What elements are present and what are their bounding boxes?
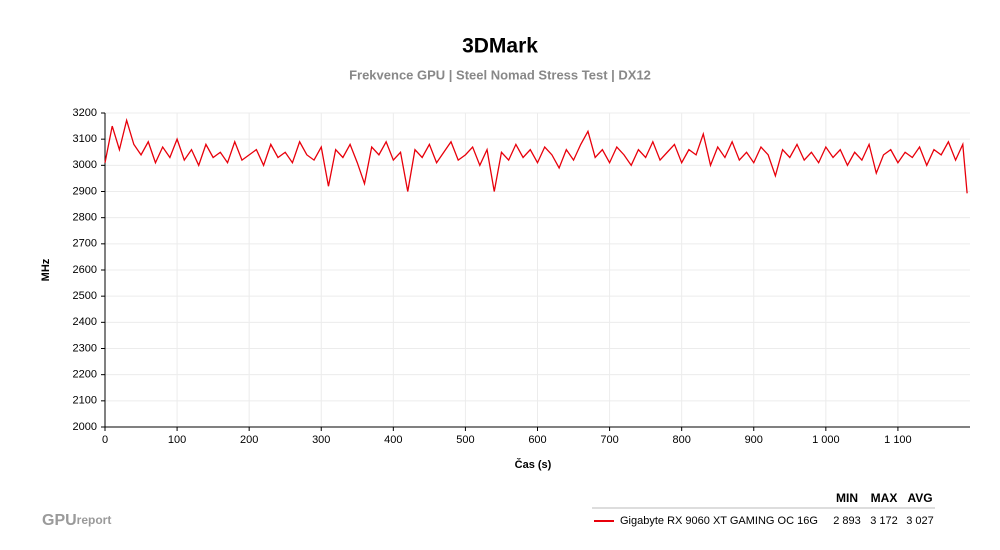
- y-tick-label: 2200: [73, 369, 97, 381]
- legend-header: MAX: [871, 491, 898, 505]
- y-tick-label: 2700: [73, 238, 97, 250]
- x-tick-label: 200: [240, 434, 258, 446]
- y-axis-label: MHz: [40, 258, 52, 281]
- y-tick-label: 2000: [73, 421, 97, 433]
- chart-title: 3DMark: [462, 35, 538, 58]
- x-tick-label: 100: [168, 434, 186, 446]
- y-tick-label: 2900: [73, 185, 97, 197]
- legend-stat: 3 027: [906, 515, 934, 527]
- x-tick-label: 600: [528, 434, 546, 446]
- y-tick-label: 2300: [73, 342, 97, 354]
- y-tick-label: 3100: [73, 133, 97, 145]
- legend-stat: 3 172: [870, 515, 898, 527]
- y-tick-label: 2400: [73, 316, 97, 328]
- x-tick-label: 1 000: [812, 434, 840, 446]
- x-tick-label: 700: [600, 434, 618, 446]
- x-tick-label: 500: [456, 434, 474, 446]
- watermark: GPUreport: [42, 512, 111, 529]
- x-tick-label: 800: [672, 434, 690, 446]
- legend-label: Gigabyte RX 9060 XT GAMING OC 16G: [620, 515, 818, 527]
- y-tick-label: 3000: [73, 159, 97, 171]
- data-line: [104, 117, 968, 194]
- legend-stat: 2 893: [833, 515, 861, 527]
- y-tick-label: 2500: [73, 290, 97, 302]
- chart-subtitle: Frekvence GPU | Steel Nomad Stress Test …: [349, 67, 651, 82]
- watermark-report: report: [77, 513, 112, 527]
- x-axis-label: Čas (s): [515, 458, 552, 471]
- y-tick-label: 3200: [73, 107, 97, 119]
- legend-header: AVG: [907, 491, 932, 505]
- x-tick-label: 300: [312, 434, 330, 446]
- watermark-gpu: GPU: [42, 512, 77, 529]
- x-tick-label: 1 100: [884, 434, 912, 446]
- legend-header: MIN: [836, 491, 858, 505]
- y-tick-label: 2800: [73, 212, 97, 224]
- x-tick-label: 900: [745, 434, 763, 446]
- x-tick-label: 400: [384, 434, 402, 446]
- x-tick-label: 0: [102, 434, 108, 446]
- y-tick-label: 2100: [73, 395, 97, 407]
- y-tick-label: 2600: [73, 264, 97, 276]
